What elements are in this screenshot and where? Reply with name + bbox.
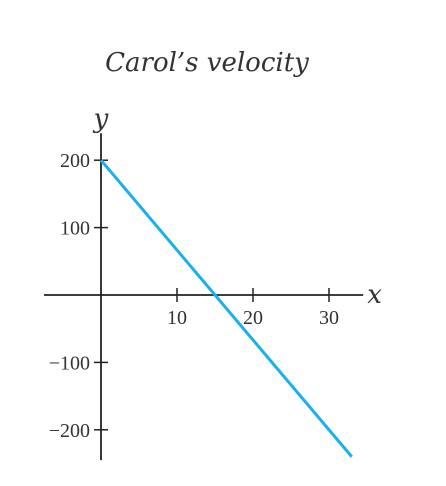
y-tick-label: 100 [60, 218, 90, 240]
chart-title: Carol’s velocity [105, 48, 309, 78]
velocity-line [99, 159, 353, 458]
y-tick-label: −200 [49, 420, 90, 442]
series-layer [99, 159, 353, 458]
x-axis-label: x [367, 280, 382, 310]
x-tick-label: 30 [319, 307, 339, 329]
y-tick-label: 200 [60, 150, 90, 172]
x-tick-label: 10 [167, 307, 187, 329]
y-axis-label: y [93, 104, 109, 134]
ticks: 10 20 30 200 100 −100 −200 [49, 150, 339, 442]
y-tick-label: −100 [49, 352, 90, 374]
x-tick-label: 20 [243, 307, 263, 329]
axes [44, 133, 364, 461]
